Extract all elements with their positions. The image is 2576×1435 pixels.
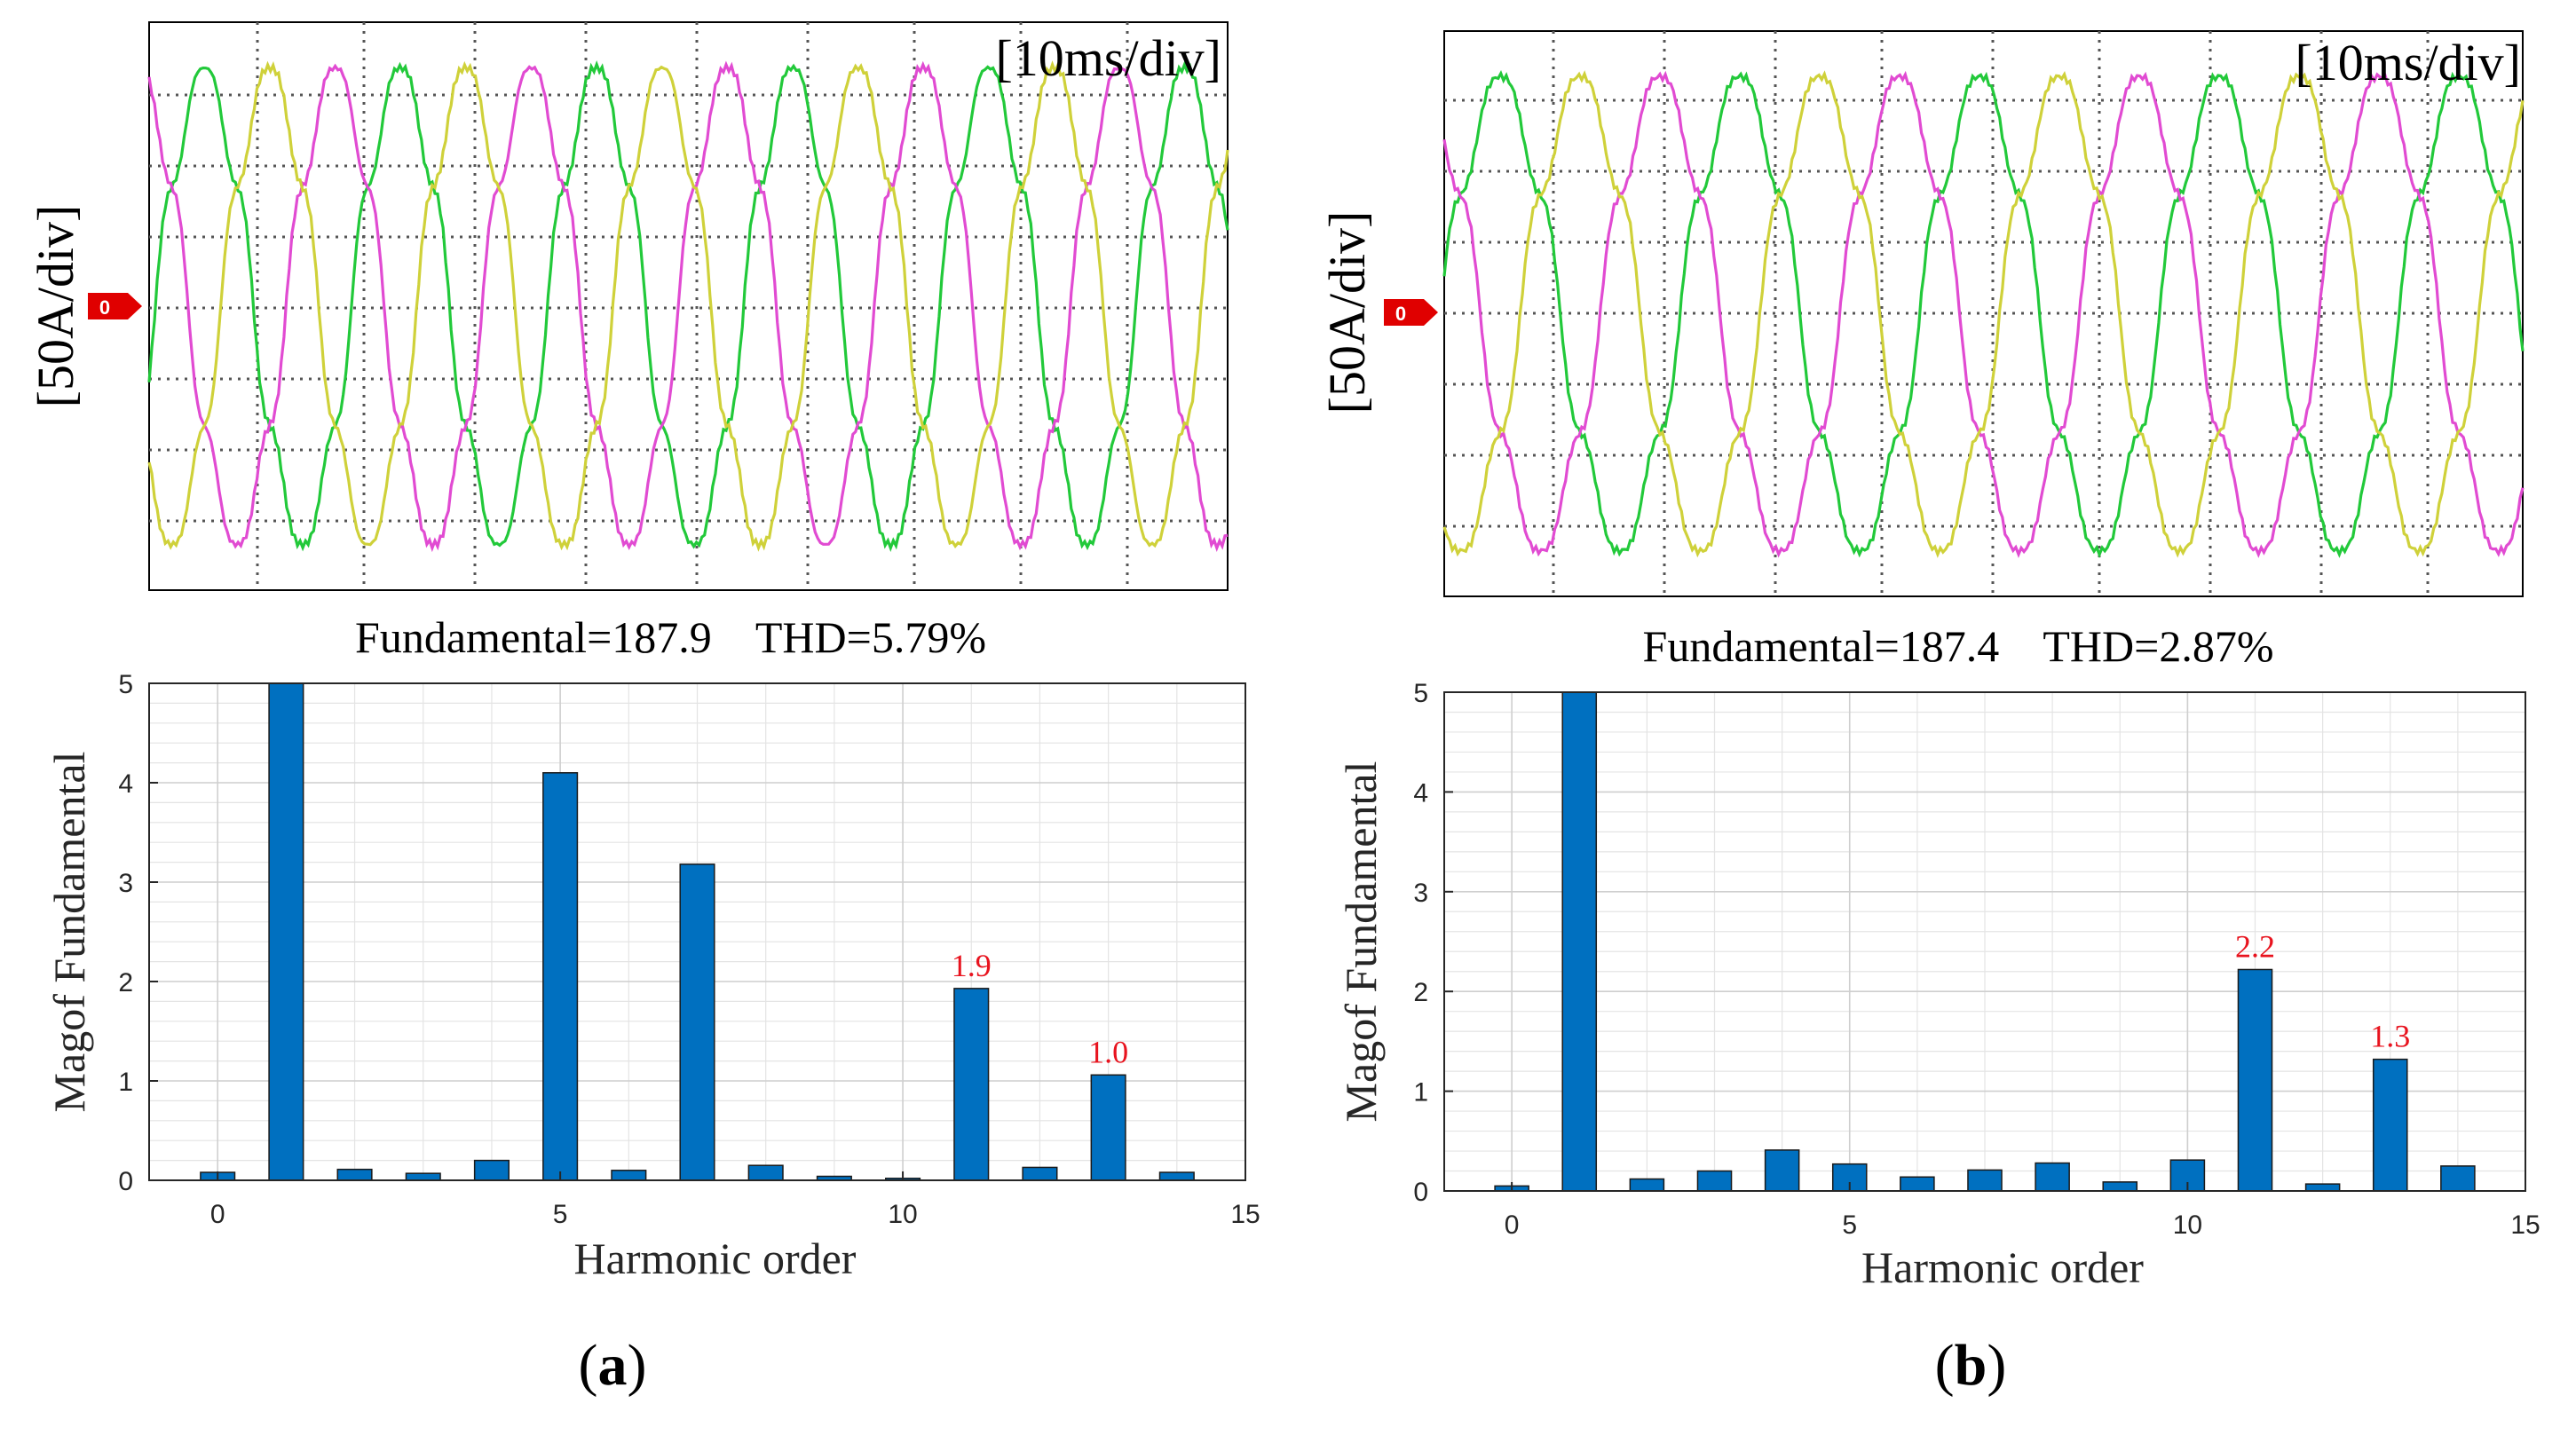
- bar-harmonic-9: [2102, 1181, 2138, 1192]
- bar-value-annotation: 1.0: [1088, 1034, 1128, 1069]
- bar-harmonic-8: [747, 1164, 784, 1181]
- bar-harmonic-13: [1090, 1074, 1126, 1181]
- x-axis-label: Harmonic order: [574, 1234, 857, 1283]
- bar-harmonic-2: [336, 1168, 373, 1181]
- bar-harmonic-8: [2035, 1162, 2070, 1192]
- bar-harmonic-4: [1764, 1149, 1800, 1192]
- bar-harmonic-7: [1967, 1169, 2003, 1192]
- bar-harmonic-3: [1696, 1170, 1733, 1192]
- bar-harmonic-4: [473, 1159, 510, 1181]
- caption-open-paren: (: [1935, 1333, 1955, 1398]
- bar-harmonic-11: [2237, 968, 2273, 1192]
- y-tick-label: 2: [118, 968, 133, 997]
- y-tick-label: 0: [118, 1167, 133, 1196]
- fft-summary: Fundamental=187.4 THD=2.87%: [1643, 621, 2274, 671]
- bar-harmonic-12: [1022, 1166, 1058, 1181]
- amplitude-scale-label: [50A/div]: [27, 205, 84, 408]
- bar-value-annotation: 2.2: [2235, 928, 2275, 964]
- x-tick-label: 5: [1842, 1210, 1857, 1240]
- zero-marker: 0: [88, 293, 142, 319]
- y-tick-label: 3: [1413, 879, 1428, 908]
- caption-letter: b: [1955, 1333, 1987, 1398]
- phase-current-trace: [147, 60, 1229, 552]
- x-tick-label: 5: [553, 1200, 568, 1229]
- bar-harmonic-1: [268, 682, 304, 1181]
- bar-harmonic-2: [1629, 1178, 1665, 1192]
- bar-harmonic-14: [2440, 1165, 2476, 1192]
- bar-harmonic-7: [679, 863, 715, 1181]
- fft-summary: Fundamental=187.9 THD=5.79%: [355, 612, 986, 662]
- x-axis-label: Harmonic order: [1861, 1242, 2144, 1292]
- panel-caption: (a): [579, 1333, 647, 1398]
- zero-marker-label: 0: [99, 296, 110, 319]
- scope-frame: [148, 21, 1229, 591]
- axes-frame: [1443, 691, 2526, 1192]
- time-scale-label: [10ms/div]: [995, 29, 1221, 87]
- x-tick-label: 0: [210, 1200, 225, 1229]
- phase-current-trace: [147, 60, 1229, 553]
- zero-marker-label: 0: [1395, 303, 1406, 325]
- y-tick-label: 4: [118, 769, 133, 799]
- phase-current-trace: [147, 59, 1229, 553]
- y-tick-label: 5: [1413, 679, 1428, 708]
- amplitude-scale-label: [50A/div]: [1318, 211, 1376, 414]
- panel-b: [10ms/div] [50A/div] 0 Fundamental=187.4 TH…: [1318, 30, 2540, 1398]
- panel-caption: (b): [1935, 1333, 2007, 1398]
- scope-a: [10ms/div] [50A/div] 0: [27, 21, 1229, 591]
- y-tick-label: 0: [1413, 1178, 1428, 1207]
- bar-harmonic-13: [2372, 1058, 2408, 1192]
- y-tick-label: 1: [118, 1068, 133, 1097]
- bar-harmonic-1: [1561, 691, 1598, 1192]
- phase-current-trace: [1442, 69, 2525, 559]
- zero-marker-arrow: [88, 293, 142, 319]
- y-tick-label: 3: [118, 869, 133, 898]
- bar-harmonic-6: [1900, 1176, 1935, 1192]
- y-axis-label: Magof Fundamental: [1336, 761, 1386, 1123]
- y-tick-label: 4: [1413, 778, 1428, 808]
- caption-close-paren: ): [628, 1333, 647, 1398]
- zero-marker-arrow: [1384, 299, 1438, 326]
- bar-value-annotation: 1.9: [952, 948, 992, 983]
- phase-current-trace: [1442, 70, 2525, 558]
- y-axis-label: Magof Fundamental: [44, 752, 94, 1113]
- scope-b: [10ms/div] [50A/div] 0: [1318, 30, 2525, 597]
- harmonic-chart-a: 0 5 10 15 0 1 2 3 4 5 1.9 1.0 Harmonic order Magof Fu…: [44, 670, 1260, 1283]
- axes-frame: [148, 682, 1246, 1181]
- bar-harmonic-6: [611, 1170, 647, 1181]
- bar-harmonic-14: [1158, 1171, 1195, 1181]
- x-tick-label: 10: [888, 1200, 917, 1229]
- caption-letter: a: [598, 1333, 628, 1398]
- y-tick-label: 5: [118, 670, 133, 699]
- y-tick-label: 1: [1413, 1078, 1428, 1108]
- bar-harmonic-3: [405, 1172, 441, 1181]
- phase-current-trace: [1442, 70, 2525, 558]
- caption-close-paren: ): [1987, 1333, 2006, 1398]
- x-tick-label: 15: [2510, 1210, 2540, 1240]
- bar-harmonic-12: [2304, 1183, 2341, 1192]
- y-tick-label: 2: [1413, 978, 1428, 1007]
- bar-value-annotation: 1.3: [2370, 1019, 2410, 1054]
- x-tick-label: 10: [2173, 1210, 2202, 1240]
- caption-open-paren: (: [579, 1333, 598, 1398]
- x-tick-label: 15: [1230, 1200, 1260, 1229]
- zero-marker: 0: [1384, 299, 1438, 326]
- bar-harmonic-5: [542, 772, 579, 1181]
- harmonic-chart-b: 0 5 10 15 0 1 2 3 4 5 2.2 1.3 Harmonic order Magof Fu…: [1336, 679, 2540, 1292]
- panel-a: [10ms/div] [50A/div] 0 Fundamental=187.9 TH…: [27, 21, 1260, 1398]
- x-tick-label: 0: [1505, 1210, 1520, 1240]
- bar-harmonic-11: [953, 988, 990, 1181]
- time-scale-label: [10ms/div]: [2295, 34, 2521, 91]
